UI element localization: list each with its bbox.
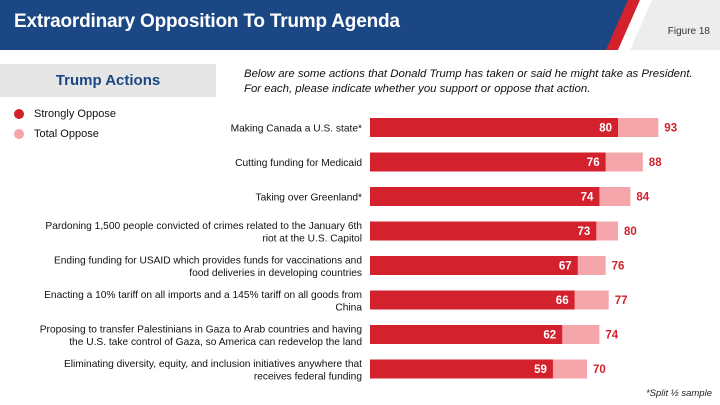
footnote: *Split ½ sample xyxy=(645,388,712,399)
data-label-strong-6: 62 xyxy=(543,330,556,342)
data-label-strong-2: 74 xyxy=(581,192,594,204)
data-label-strong-5: 66 xyxy=(556,295,569,307)
header-bar xyxy=(0,0,720,50)
category-label-5-0: Enacting a 10% tariff on all imports and… xyxy=(44,290,362,301)
category-label-3-0: Pardoning 1,500 people convicted of crim… xyxy=(45,221,362,232)
data-label-strong-0: 80 xyxy=(599,123,612,135)
figure-tab xyxy=(606,0,720,50)
data-label-strong-7: 59 xyxy=(534,364,547,376)
data-label-total-6: 74 xyxy=(605,330,618,342)
figure-number: Figure 18 xyxy=(667,26,710,37)
bar-strongly-oppose-2 xyxy=(370,187,600,206)
category-label-4-0: Ending funding for USAID which provides … xyxy=(54,255,362,266)
bar-strongly-oppose-6 xyxy=(370,325,563,344)
legend-total: Total Oppose xyxy=(14,128,99,140)
category-label-3-1: riot at the U.S. Capitol xyxy=(262,233,362,244)
bar-strongly-oppose-7 xyxy=(370,359,553,379)
category-label-5-1: China xyxy=(335,302,362,313)
category-label-7-0: Eliminating diversity, equity, and inclu… xyxy=(64,359,362,370)
data-label-total-4: 76 xyxy=(612,261,625,273)
data-label-strong-1: 76 xyxy=(587,157,600,169)
legend-label-strong: Strongly Oppose xyxy=(34,108,116,120)
category-label-7-1: receives federal funding xyxy=(254,371,363,382)
data-label-total-1: 88 xyxy=(649,157,662,169)
data-label-total-5: 77 xyxy=(615,295,628,307)
question-intro: Below are some actions that Donald Trump… xyxy=(244,68,693,95)
bar-strongly-oppose-1 xyxy=(370,152,606,172)
legend-swatch-total xyxy=(14,129,24,139)
bar-strongly-oppose-5 xyxy=(370,290,575,310)
category-label-4-1: food deliveries in developing countries xyxy=(189,268,362,279)
bar-strongly-oppose-4 xyxy=(370,256,578,275)
legend-strong: Strongly Oppose xyxy=(14,108,116,120)
category-label-0-0: Making Canada a U.S. state* xyxy=(231,124,362,135)
data-label-strong-3: 73 xyxy=(578,226,591,238)
data-label-total-3: 80 xyxy=(624,226,637,238)
data-label-total-2: 84 xyxy=(636,192,649,204)
bar-chart: 80 93 Making Canada a U.S. state* 76 88 Cutti… xyxy=(40,118,677,382)
bar-strongly-oppose-0 xyxy=(370,118,618,137)
data-label-total-7: 70 xyxy=(593,364,606,376)
data-label-total-0: 93 xyxy=(664,123,677,135)
legend-swatch-strong xyxy=(14,109,24,119)
category-label-1-0: Cutting funding for Medicaid xyxy=(235,158,362,169)
section-title-box: Trump Actions xyxy=(0,64,216,97)
page-title: Extraordinary Opposition To Trump Agenda xyxy=(14,11,400,32)
category-label-2-0: Taking over Greenland* xyxy=(256,193,363,204)
category-label-6-0: Proposing to transfer Palestinians in Ga… xyxy=(40,324,363,335)
section-title: Trump Actions xyxy=(55,72,161,89)
legend-label-total: Total Oppose xyxy=(34,128,99,140)
bar-strongly-oppose-3 xyxy=(370,221,597,241)
data-label-strong-4: 67 xyxy=(559,261,572,273)
category-label-6-1: the U.S. take control of Gaza, so Americ… xyxy=(69,337,362,348)
